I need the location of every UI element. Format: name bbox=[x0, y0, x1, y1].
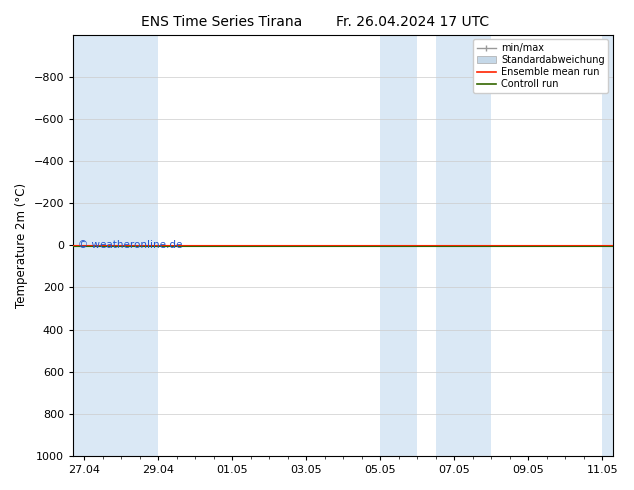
Text: ENS Time Series Tirana: ENS Time Series Tirana bbox=[141, 15, 302, 29]
Bar bbox=[73, 35, 158, 456]
Bar bbox=[380, 35, 417, 456]
Legend: min/max, Standardabweichung, Ensemble mean run, Controll run: min/max, Standardabweichung, Ensemble me… bbox=[473, 40, 609, 93]
Text: © weatheronline.de: © weatheronline.de bbox=[79, 240, 183, 250]
Text: Fr. 26.04.2024 17 UTC: Fr. 26.04.2024 17 UTC bbox=[335, 15, 489, 29]
Y-axis label: Temperature 2m (°C): Temperature 2m (°C) bbox=[15, 183, 28, 308]
Bar bbox=[436, 35, 491, 456]
Bar bbox=[602, 35, 613, 456]
